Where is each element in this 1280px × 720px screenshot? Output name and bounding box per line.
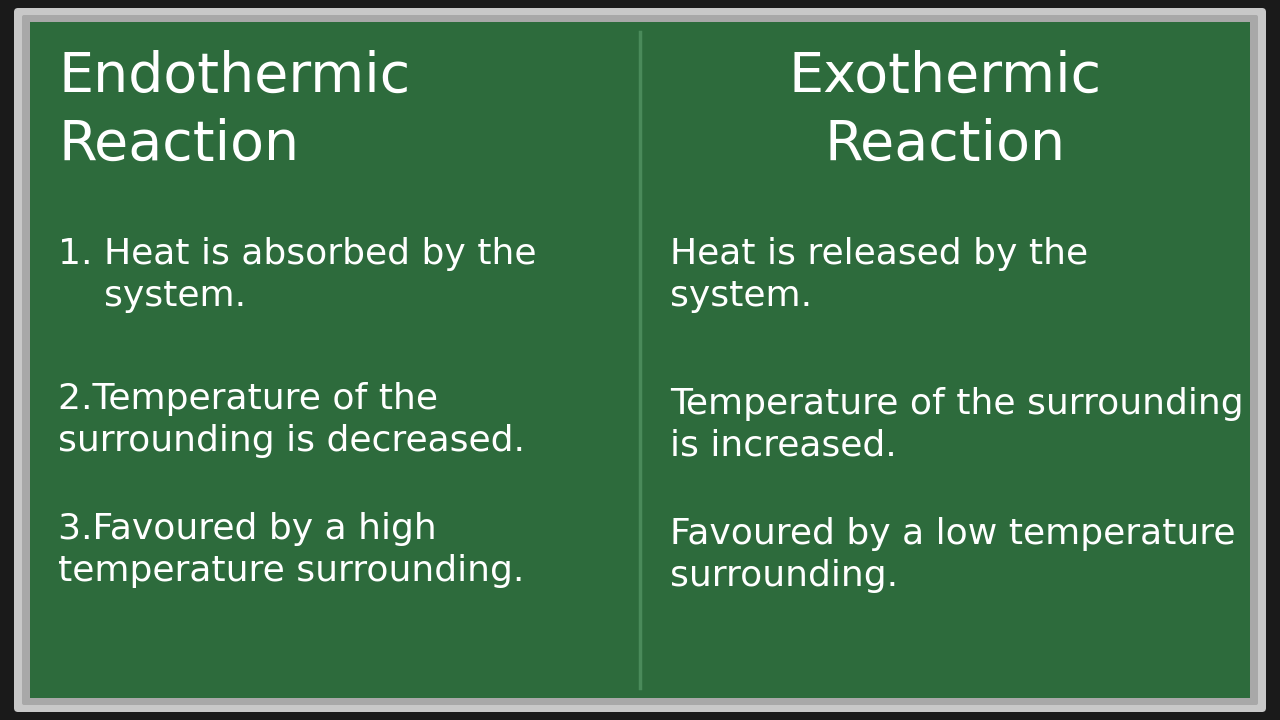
Text: system.: system. [669,279,812,313]
FancyBboxPatch shape [22,15,1258,705]
Text: Reaction: Reaction [824,118,1065,172]
Text: 3.Favoured by a high: 3.Favoured by a high [58,512,436,546]
Text: Exothermic: Exothermic [788,50,1102,104]
Text: is increased.: is increased. [669,429,897,463]
Text: Favoured by a low temperature: Favoured by a low temperature [669,517,1235,551]
Text: Endothermic: Endothermic [58,50,411,104]
Text: surrounding.: surrounding. [669,559,899,593]
Text: Temperature of the surrounding: Temperature of the surrounding [669,387,1244,421]
Text: 2.Temperature of the: 2.Temperature of the [58,382,438,416]
FancyBboxPatch shape [14,8,1266,712]
Text: 1. Heat is absorbed by the: 1. Heat is absorbed by the [58,237,536,271]
Text: temperature surrounding.: temperature surrounding. [58,554,525,588]
Text: Reaction: Reaction [58,118,300,172]
Text: surrounding is decreased.: surrounding is decreased. [58,424,525,458]
Text: Heat is released by the: Heat is released by the [669,237,1088,271]
Text: system.: system. [58,279,246,313]
